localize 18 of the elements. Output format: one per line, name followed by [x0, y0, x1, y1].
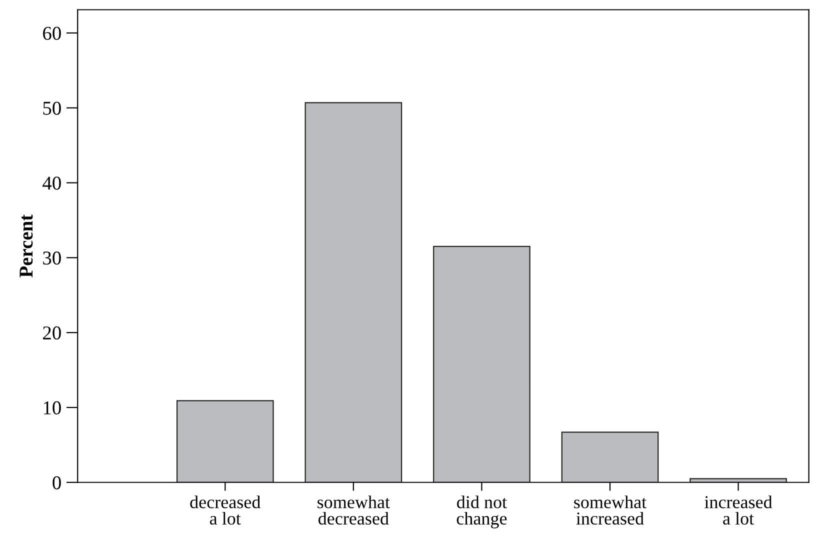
y-axis-title: Percent — [20, 214, 33, 278]
bar — [561, 432, 659, 482]
y-tick-label: 0 — [52, 476, 61, 490]
x-tick-label: somewhat increased — [574, 496, 646, 525]
x-tick-label: increased a lot — [704, 496, 772, 525]
y-tick-label: 10 — [44, 401, 61, 414]
y-tick-label: 20 — [43, 326, 61, 340]
y-tick-label: 60 — [43, 26, 61, 40]
x-tick-label: decreased a lot — [190, 496, 260, 525]
bar — [690, 478, 787, 482]
bar — [304, 102, 402, 482]
bar — [433, 246, 530, 482]
y-tick-label: 30 — [43, 251, 61, 265]
x-tick-label: did not change — [456, 496, 507, 528]
y-tick-label: 40 — [42, 176, 61, 190]
x-tick-label: somewhat decreased — [318, 496, 390, 525]
y-tick-label: 50 — [43, 102, 61, 115]
bar — [176, 400, 274, 482]
